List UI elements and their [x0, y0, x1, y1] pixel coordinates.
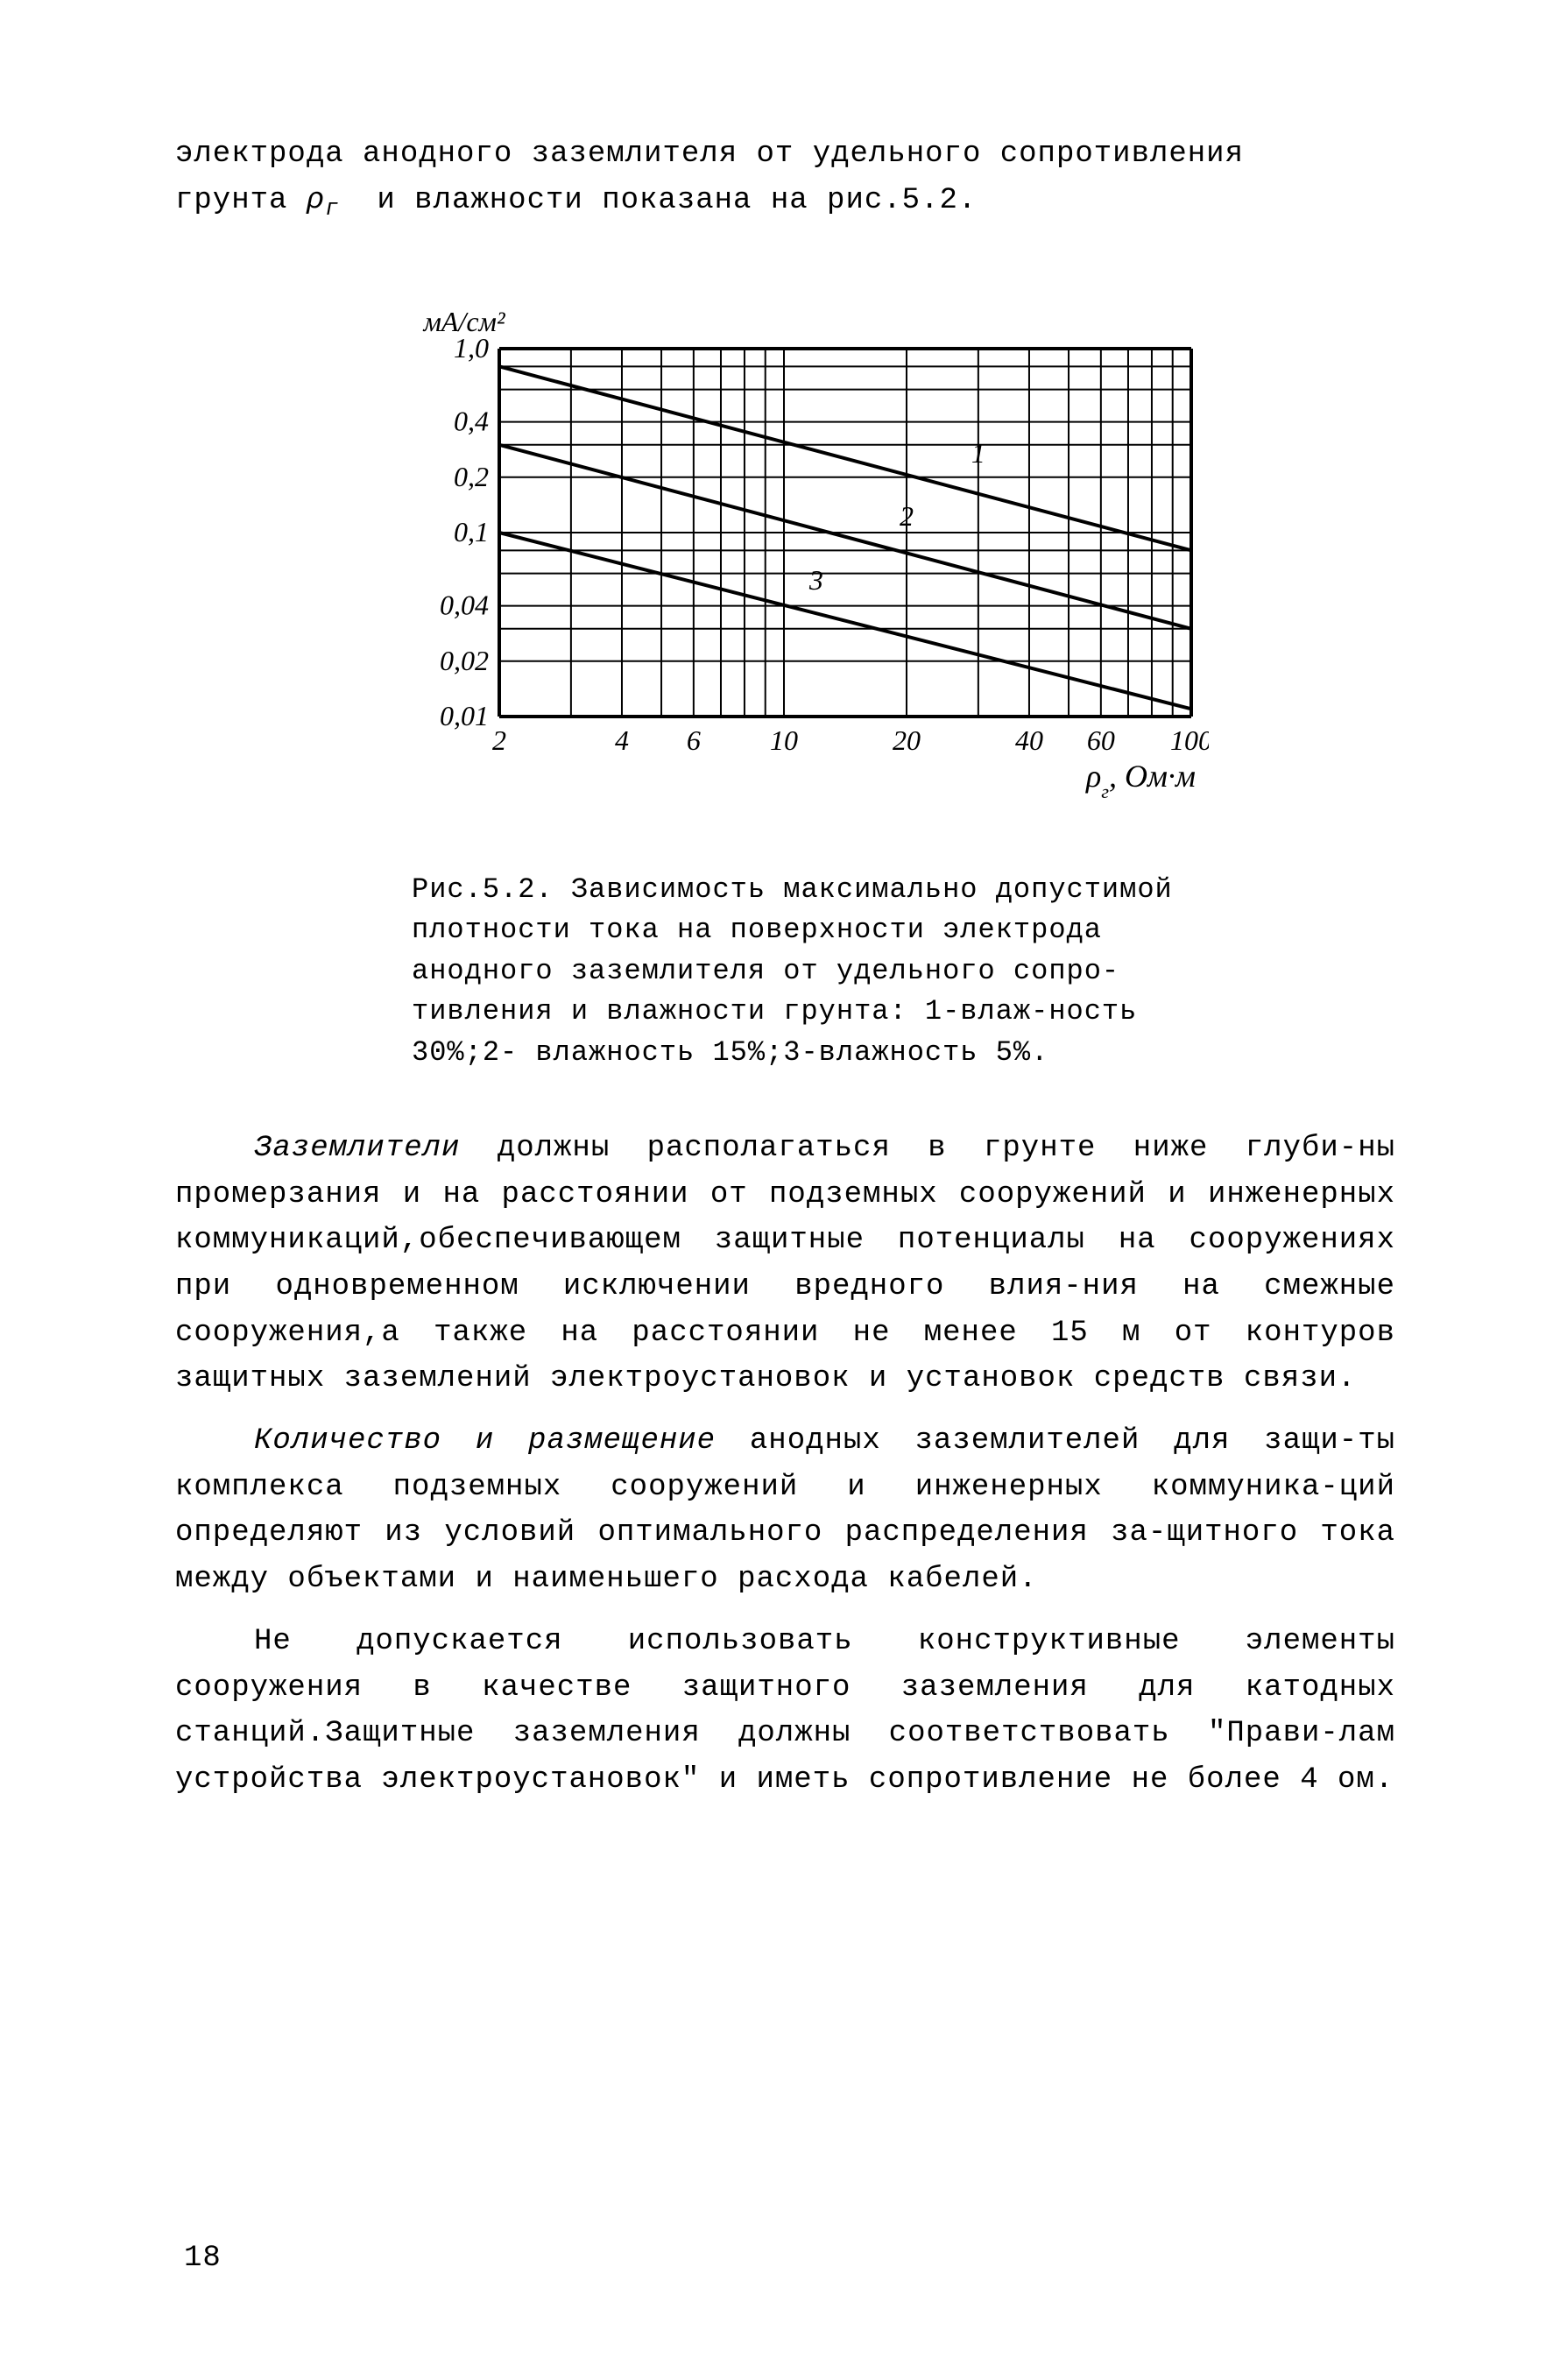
- svg-text:0,01: 0,01: [440, 700, 489, 731]
- svg-text:0,2: 0,2: [454, 461, 489, 492]
- rho-sub: г: [325, 195, 339, 221]
- p2-lead: Количество и размещение: [254, 1424, 716, 1458]
- top-line2a: грунта: [175, 184, 287, 217]
- svg-text:0,4: 0,4: [454, 406, 489, 437]
- page-number: 18: [184, 2242, 222, 2275]
- p1-rest: должны располагаться в грунте ниже глуби…: [175, 1132, 1395, 1395]
- svg-text:4: 4: [615, 724, 629, 756]
- top-paragraph: электрода анодного заземлителя от удельн…: [175, 131, 1395, 226]
- svg-text:10: 10: [770, 724, 798, 756]
- top-line2b: и влажности показана на рис.5.2.: [377, 184, 977, 217]
- figure-caption: Рис.5.2. Зависимость максимально допусти…: [412, 870, 1238, 1073]
- svg-text:2: 2: [900, 500, 914, 532]
- svg-text:0,04: 0,04: [440, 590, 489, 621]
- svg-text:2: 2: [492, 724, 506, 756]
- svg-text:20: 20: [893, 724, 921, 756]
- paragraph-3: Не допускается использовать конструктивн…: [175, 1619, 1395, 1804]
- p3-text: Не допускается использовать конструктивн…: [175, 1625, 1395, 1797]
- chart-container: 1231,00,40,20,10,040,020,012461020406010…: [368, 279, 1395, 835]
- paragraph-1: Заземлители должны располагаться в грунт…: [175, 1126, 1395, 1402]
- page: электрода анодного заземлителя от удельн…: [0, 0, 1553, 2380]
- rho-symbol: ρ: [307, 184, 325, 217]
- svg-text:ρг, Ом·м: ρг, Ом·м: [1085, 759, 1196, 802]
- svg-text:0,1: 0,1: [454, 516, 489, 547]
- svg-text:1: 1: [971, 437, 985, 469]
- chart: 1231,00,40,20,10,040,020,012461020406010…: [368, 279, 1209, 830]
- svg-text:40: 40: [1015, 724, 1043, 756]
- caption-prefix: Рис.5.2.: [412, 873, 554, 906]
- top-line1: электрода анодного заземлителя от удельн…: [175, 138, 1244, 171]
- svg-text:100: 100: [1170, 724, 1209, 756]
- svg-text:6: 6: [687, 724, 701, 756]
- p1-lead: Заземлители: [254, 1132, 460, 1165]
- svg-text:мА/см²: мА/см²: [422, 306, 505, 337]
- svg-text:3: 3: [808, 564, 823, 596]
- svg-text:0,02: 0,02: [440, 645, 489, 676]
- svg-text:60: 60: [1087, 724, 1115, 756]
- paragraph-2: Количество и размещение анодных заземлит…: [175, 1418, 1395, 1603]
